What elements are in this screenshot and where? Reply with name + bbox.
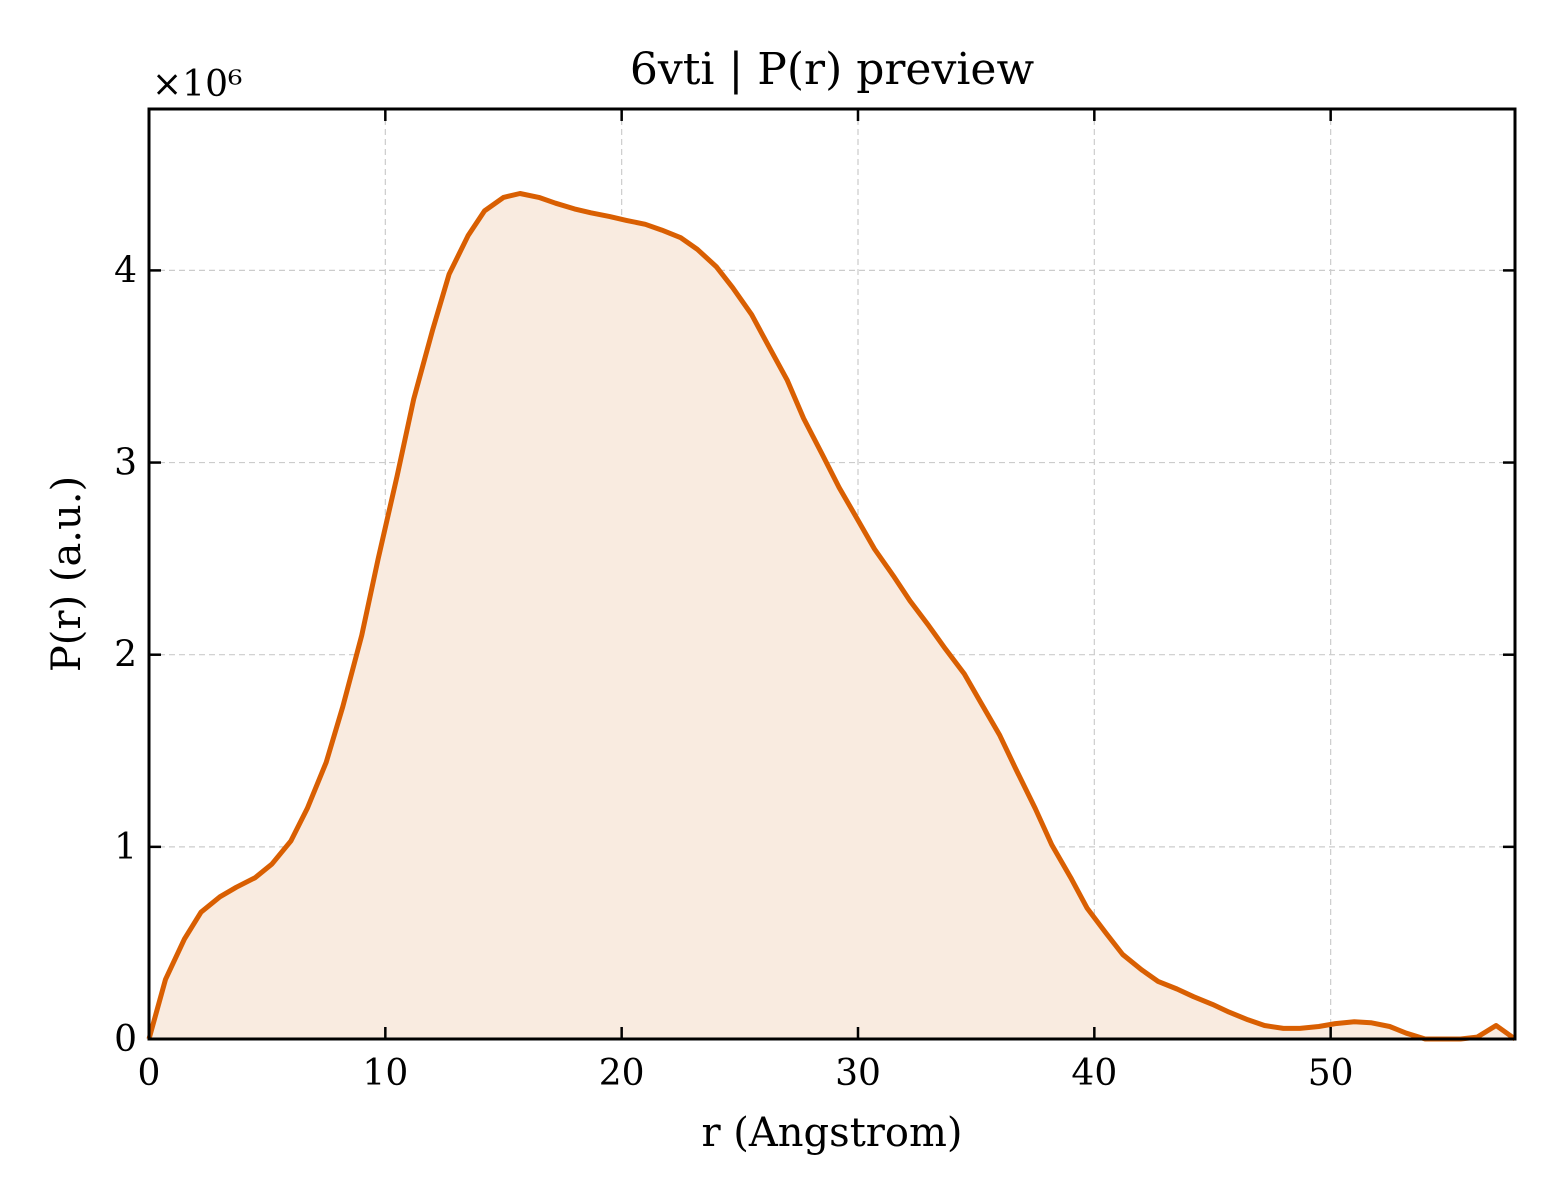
x-tick-label: 50 [1308, 1053, 1354, 1094]
x-tick-label: 20 [599, 1053, 645, 1094]
x-tick-label: 30 [835, 1053, 881, 1094]
chart-title: 6vti | P(r) preview [630, 44, 1035, 95]
plot-frame [147, 107, 1517, 1041]
x-tick-label: 10 [362, 1053, 408, 1094]
y-tick-label: 0 [114, 1019, 137, 1060]
pr-curve-line [146, 191, 1517, 1042]
x-axis-label: r (Angstrom) [701, 1110, 962, 1156]
y-tick-label: 1 [114, 827, 137, 868]
y-axis-label: P(r) (a.u.) [44, 476, 90, 672]
y-tick-label: 2 [114, 635, 137, 676]
y-axis-multiplier: ×10⁶ [152, 64, 242, 105]
y-tick-labels: 0 1 2 3 4 [114, 250, 137, 1060]
x-tick-labels: 0 10 20 30 40 50 [138, 1053, 1354, 1094]
x-tick-label: 0 [138, 1053, 161, 1094]
y-tick-label: 4 [114, 250, 137, 291]
x-tick-label: 40 [1071, 1053, 1117, 1094]
y-tick-label: 3 [114, 443, 137, 484]
pr-area-fill [149, 193, 1515, 1039]
axis-ticks [147, 109, 1515, 1041]
